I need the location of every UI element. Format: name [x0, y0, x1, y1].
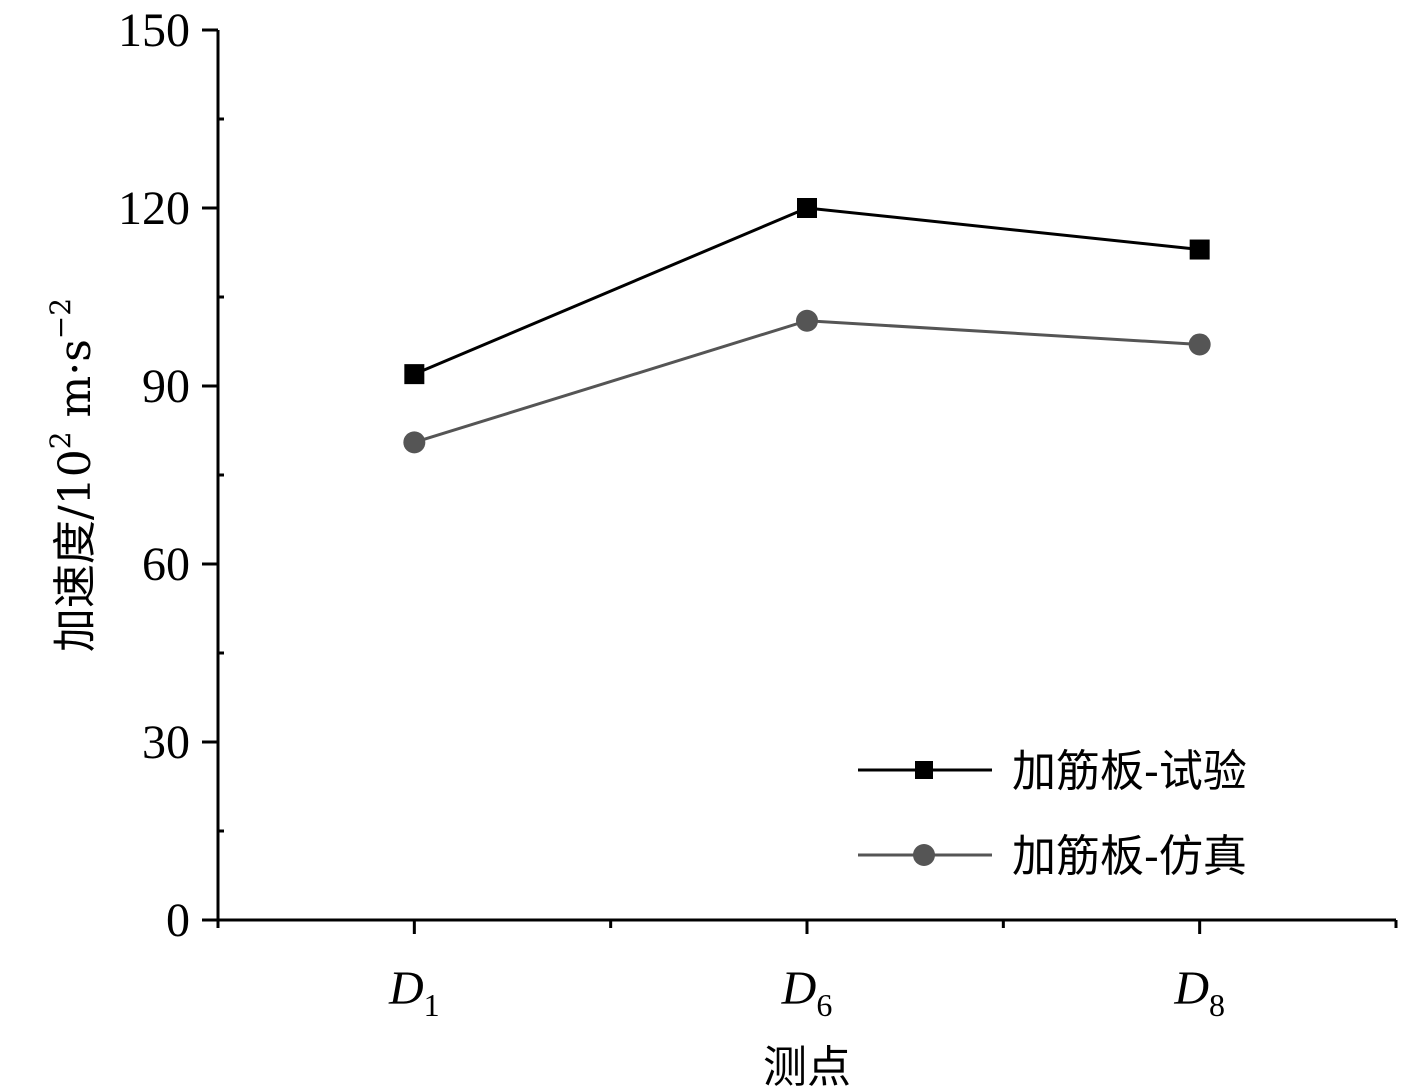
x-tick-label: D8 — [1173, 962, 1225, 1023]
legend-item-experiment: 加筋板-试验 — [858, 746, 1247, 797]
data-point-square — [1189, 239, 1210, 260]
x-tick-label-main: D — [1173, 962, 1209, 1015]
y-axis-title-exp2: −2 — [44, 298, 77, 339]
y-tick-label: 90 — [142, 360, 190, 413]
x-tick-label-sub: 8 — [1209, 987, 1225, 1023]
y-ticks: 0 30 60 90 120 150 — [118, 4, 224, 947]
x-ticks: D1 D6 D8 — [216, 920, 1398, 1023]
data-point-square — [797, 198, 817, 218]
data-point-square — [404, 364, 425, 385]
legend-circle-marker — [913, 844, 935, 866]
y-axis-title-unit: m·s — [50, 339, 101, 431]
y-tick-label: 60 — [142, 538, 190, 591]
legend-label-experiment: 加筋板-试验 — [1012, 746, 1247, 797]
x-tick-label: D1 — [388, 962, 440, 1023]
legend-item-simulation: 加筋板-仿真 — [858, 831, 1247, 882]
x-tick-label: D6 — [781, 962, 833, 1023]
x-tick-label-sub: 1 — [424, 987, 440, 1023]
y-tick-label: 30 — [142, 716, 190, 769]
y-tick-label: 120 — [118, 182, 190, 235]
series-line-0 — [413, 206, 1200, 376]
y-axis-title-exp1: 2 — [44, 431, 77, 449]
legend-square-marker — [915, 761, 933, 779]
y-tick-label: 0 — [166, 894, 190, 947]
x-tick-label-sub: 6 — [816, 987, 832, 1023]
y-axis-title: 加速度/102 m·s−2 — [44, 298, 101, 652]
x-axis-title: 测点 — [763, 1042, 851, 1092]
x-tick-label-main: D — [388, 962, 424, 1015]
legend: 加筋板-试验 加筋板-仿真 — [858, 746, 1247, 882]
y-axis-title-main: 加速度/10 — [50, 449, 101, 652]
y-tick-label: 150 — [118, 4, 190, 57]
data-point-circle — [403, 431, 426, 454]
series-line-1 — [413, 319, 1200, 444]
data-point-circle — [796, 309, 818, 332]
data-point-circle — [1188, 333, 1211, 356]
x-tick-label-main: D — [781, 962, 817, 1015]
series-layer — [403, 198, 1211, 454]
legend-label-simulation: 加筋板-仿真 — [1012, 831, 1247, 882]
